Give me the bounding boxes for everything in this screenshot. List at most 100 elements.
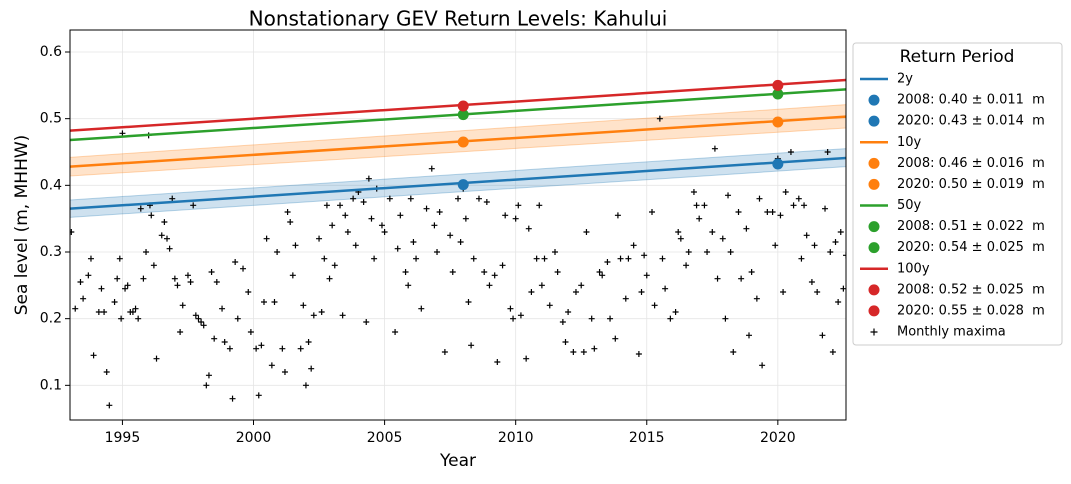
data-point: [103, 369, 110, 375]
data-point: [748, 269, 755, 275]
legend-swatch: [868, 284, 880, 296]
data-point: [525, 225, 532, 232]
data-point: [704, 249, 711, 255]
data-point: [323, 202, 330, 209]
data-point: [507, 305, 514, 312]
data-point: [667, 315, 674, 322]
data-point: [772, 242, 779, 249]
data-point: [730, 349, 737, 355]
data-point: [572, 289, 579, 295]
plot-frame: [69, 29, 847, 421]
data-point: [114, 275, 121, 282]
data-point: [614, 212, 621, 219]
data-point: [200, 322, 207, 329]
y-tick-label: 0.4: [40, 177, 62, 193]
x-tick-label: 2005: [367, 430, 403, 446]
data-point: [261, 299, 267, 305]
data-point: [711, 145, 718, 152]
data-point: [746, 332, 752, 339]
data-point: [554, 269, 561, 275]
data-point: [685, 249, 692, 255]
data-point: [517, 312, 524, 319]
data-point: [258, 342, 265, 349]
y-tick-label: 0.2: [40, 311, 62, 327]
legend-swatch: [868, 178, 880, 190]
data-point: [281, 369, 288, 375]
data-point: [436, 209, 443, 215]
data-point: [538, 282, 545, 289]
legend-label: 2020: 0.43 ± 0.014 m: [897, 114, 1045, 129]
data-point: [515, 202, 522, 209]
data-point: [279, 345, 286, 352]
data-point: [693, 202, 700, 209]
data-point: [622, 295, 629, 302]
data-point: [824, 149, 831, 155]
data-point: [116, 255, 123, 262]
data-point: [769, 209, 776, 215]
data-point: [342, 212, 349, 219]
data-point: [428, 165, 435, 172]
data-point: [795, 195, 802, 202]
data-point: [352, 242, 359, 249]
data-point: [643, 272, 650, 279]
data-point: [397, 212, 404, 219]
data-point: [226, 345, 233, 352]
data-point: [274, 249, 281, 255]
data-point: [787, 149, 794, 155]
data-point: [284, 209, 291, 215]
data-point: [470, 255, 477, 262]
data-point: [591, 345, 598, 352]
data-point: [316, 235, 323, 242]
return-level-point: [772, 79, 784, 91]
data-point: [308, 365, 315, 372]
data-point: [169, 195, 176, 202]
data-point: [148, 212, 155, 219]
data-point: [738, 275, 745, 282]
data-point: [90, 352, 97, 359]
data-point: [268, 362, 275, 369]
data-point: [137, 205, 144, 212]
data-point: [410, 239, 417, 245]
data-point: [483, 199, 490, 205]
legend-swatch: [868, 115, 880, 127]
data-point: [790, 202, 797, 209]
data-point: [205, 372, 212, 379]
data-point: [578, 282, 585, 289]
return-level-point: [457, 136, 469, 148]
data-point: [662, 285, 669, 292]
data-point: [219, 305, 226, 312]
data-point: [798, 255, 805, 262]
data-point: [289, 272, 296, 279]
legend-swatch: [868, 305, 880, 317]
data-point: [184, 272, 191, 279]
data-point: [502, 212, 509, 219]
data-point: [690, 189, 697, 195]
legend-box: [852, 42, 1063, 346]
data-point: [394, 245, 401, 252]
data-point: [832, 239, 839, 245]
data-point: [455, 195, 461, 202]
data-point: [402, 269, 409, 275]
data-point: [164, 235, 170, 242]
data-point: [617, 255, 624, 262]
data-point: [292, 242, 299, 249]
data-point: [683, 262, 690, 269]
data-point: [101, 309, 108, 315]
data-point: [441, 349, 448, 355]
data-point: [211, 335, 218, 342]
data-point: [533, 255, 540, 262]
data-point: [840, 285, 846, 292]
data-point: [672, 309, 679, 315]
data-point: [310, 312, 317, 319]
data-point: [512, 215, 519, 222]
data-point: [814, 289, 821, 295]
return-level-point: [772, 116, 784, 128]
data-point: [607, 315, 614, 322]
data-point: [344, 229, 351, 235]
data-point: [234, 315, 241, 322]
legend-label: 2008: 0.52 ± 0.025 m: [897, 282, 1045, 297]
x-tick-label: 2015: [629, 430, 665, 446]
data-point: [468, 342, 475, 349]
data-point: [423, 205, 430, 212]
